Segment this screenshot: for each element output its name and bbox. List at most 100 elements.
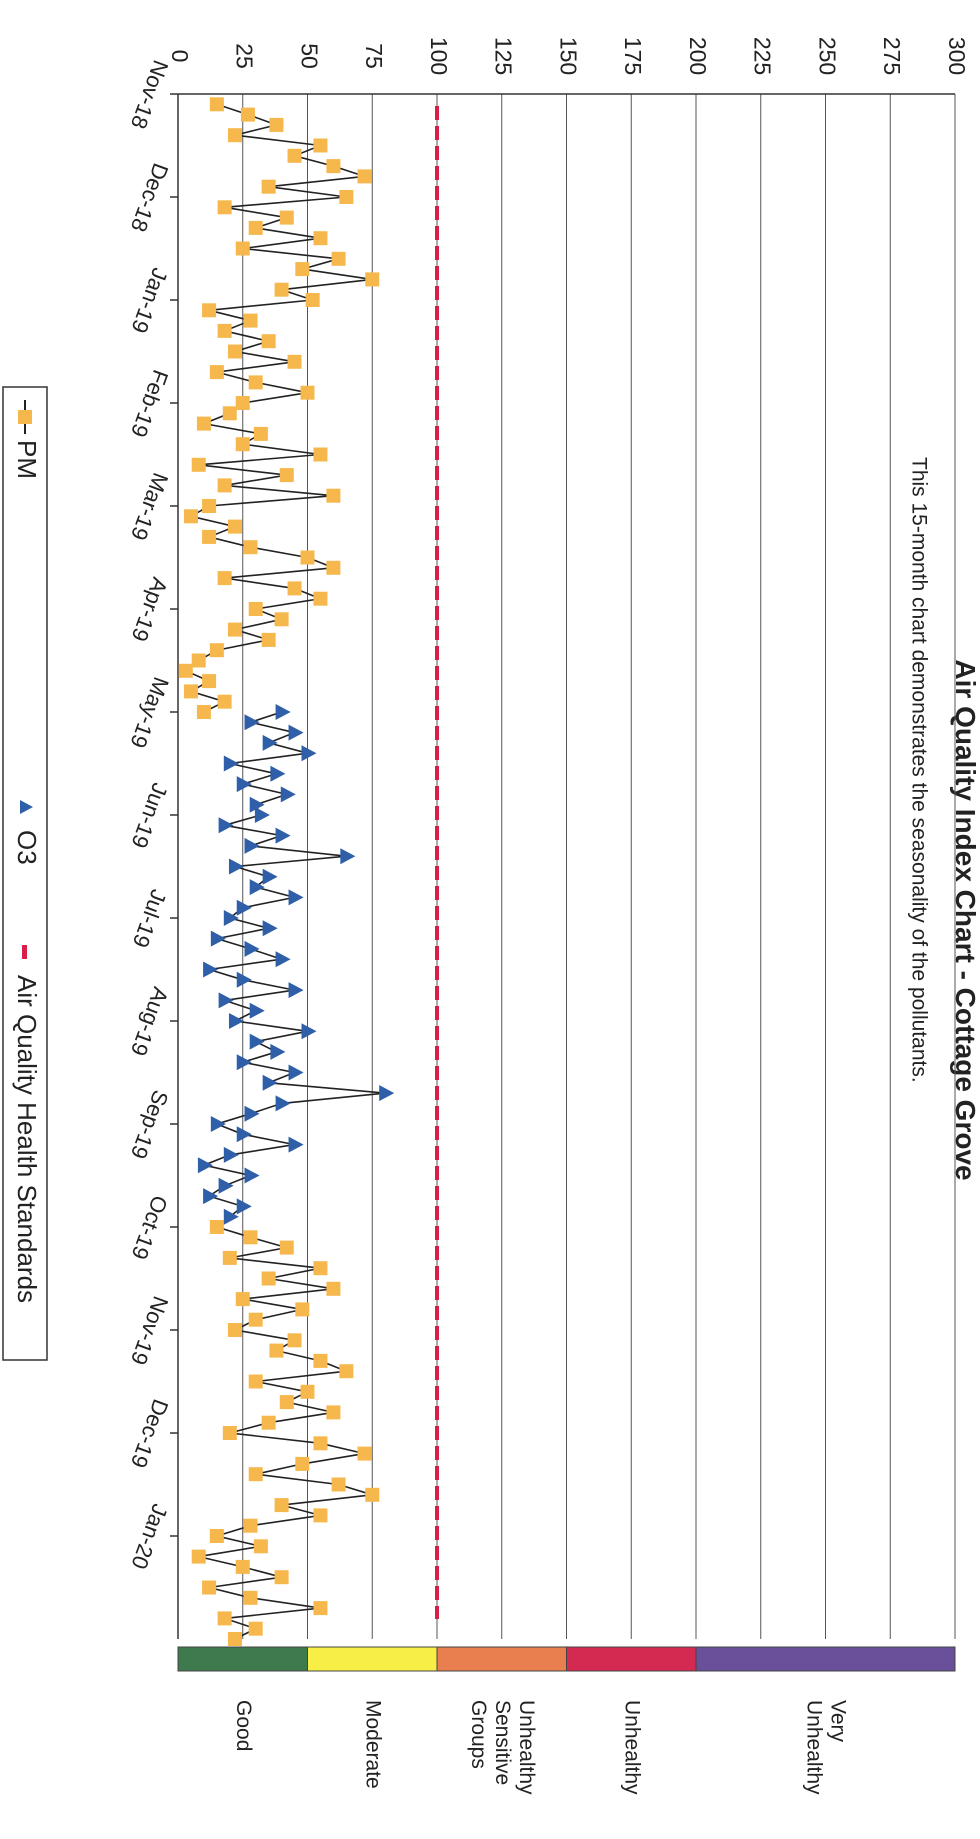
- pm-marker: [209, 97, 224, 112]
- pm-marker: [227, 1323, 242, 1337]
- pm-marker: [227, 622, 242, 637]
- pm-marker: [183, 684, 198, 699]
- pm-marker: [305, 293, 320, 307]
- pm-marker: [313, 591, 328, 606]
- o3-marker: [236, 899, 252, 916]
- pm-marker: [243, 1590, 258, 1605]
- o3-marker: [275, 951, 291, 968]
- pm-marker: [279, 1240, 294, 1255]
- pm-marker: [248, 1374, 263, 1389]
- pm-marker: [202, 499, 217, 513]
- x-tick-label: Nov-18: [126, 57, 174, 132]
- o3-marker: [301, 1023, 317, 1040]
- legend-marker: [18, 410, 32, 424]
- y-tick-label: 125: [491, 37, 517, 75]
- y-tick-label: 175: [620, 37, 646, 75]
- pm-marker: [217, 323, 232, 338]
- pm-marker: [295, 1456, 310, 1471]
- pm-marker: [261, 179, 276, 194]
- chart-subtitle: This 15-month chart demonstrates the sea…: [907, 457, 930, 1083]
- o3-marker: [197, 1157, 213, 1174]
- o3-marker: [262, 734, 278, 751]
- legend-label: O3: [12, 830, 42, 865]
- pm-marker: [227, 1632, 242, 1646]
- pm-marker: [279, 468, 294, 483]
- pm-marker: [202, 1580, 217, 1595]
- pm-marker: [357, 169, 372, 184]
- o3-marker: [210, 930, 226, 947]
- pm-marker: [202, 303, 217, 318]
- x-tick-label: Dec-19: [126, 1396, 174, 1471]
- o3-marker: [280, 786, 296, 803]
- o3-marker: [288, 1064, 304, 1081]
- o3-marker: [275, 704, 291, 720]
- pm-marker: [287, 1333, 302, 1348]
- y-tick-label: 25: [232, 43, 258, 69]
- pm-marker: [243, 313, 258, 328]
- pm-marker: [202, 529, 217, 544]
- pm-marker: [326, 560, 341, 575]
- pm-marker: [313, 138, 328, 153]
- pm-marker: [274, 612, 289, 627]
- legend-marker: [20, 800, 33, 814]
- y-tick-label: 75: [361, 43, 387, 69]
- pm-marker: [261, 1271, 276, 1286]
- o3-marker: [262, 920, 278, 937]
- o3-marker: [254, 807, 270, 823]
- o3-marker: [236, 1198, 252, 1215]
- o3-marker: [270, 1043, 286, 1060]
- pm-marker: [191, 1549, 206, 1564]
- o3-marker: [379, 1085, 395, 1102]
- o3-marker: [288, 889, 304, 906]
- y-tick-label: 200: [685, 37, 711, 75]
- pm-marker: [261, 1415, 276, 1430]
- pm-marker: [217, 200, 232, 215]
- pm-marker: [217, 1611, 232, 1626]
- x-tick-label: Oct-19: [127, 1192, 173, 1263]
- pm-marker: [248, 1312, 263, 1327]
- o3-marker: [301, 745, 317, 762]
- pm-marker: [235, 437, 250, 452]
- o3-marker: [288, 1136, 304, 1153]
- o3-marker: [236, 971, 252, 988]
- o3-marker: [223, 1146, 239, 1163]
- pm-marker: [235, 396, 250, 410]
- y-tick-label: 275: [879, 37, 905, 75]
- pm-marker: [240, 107, 255, 122]
- pm-marker: [202, 674, 217, 689]
- pm-marker: [248, 220, 263, 235]
- x-tick-label: Jan-19: [126, 265, 173, 337]
- o3-marker: [340, 848, 356, 865]
- o3-marker: [210, 1116, 226, 1132]
- pm-marker: [222, 406, 237, 421]
- o3-marker: [249, 1033, 265, 1050]
- o3-marker: [223, 755, 239, 772]
- pm-marker: [274, 1570, 289, 1585]
- pm-marker: [235, 1559, 250, 1574]
- aqi-band: [566, 1646, 697, 1672]
- pm-marker: [313, 1508, 328, 1523]
- o3-marker: [249, 796, 265, 813]
- pm-marker: [196, 416, 211, 431]
- pm-marker: [300, 385, 315, 400]
- pm-marker: [227, 128, 242, 143]
- o3-marker: [244, 837, 260, 854]
- series-line: [184, 103, 373, 1640]
- x-tick-label: Jul-19: [128, 886, 172, 951]
- pm-marker: [331, 1477, 346, 1492]
- pm-marker: [248, 1467, 263, 1482]
- o3-marker: [244, 1105, 260, 1122]
- x-tick-label: Jun-19: [126, 780, 173, 852]
- pm-marker: [295, 1302, 310, 1317]
- o3-marker: [288, 724, 304, 741]
- pm-marker: [235, 1292, 250, 1307]
- o3-marker: [236, 1126, 252, 1143]
- aqi-band: [177, 1646, 308, 1672]
- x-tick-label: Nov-19: [126, 1293, 174, 1368]
- o3-marker: [275, 1095, 291, 1112]
- pm-marker: [326, 1281, 341, 1296]
- aqi-band: [307, 1646, 438, 1672]
- pm-marker: [253, 1539, 268, 1554]
- pm-marker: [331, 251, 346, 266]
- x-tick-label: Apr-19: [127, 574, 173, 645]
